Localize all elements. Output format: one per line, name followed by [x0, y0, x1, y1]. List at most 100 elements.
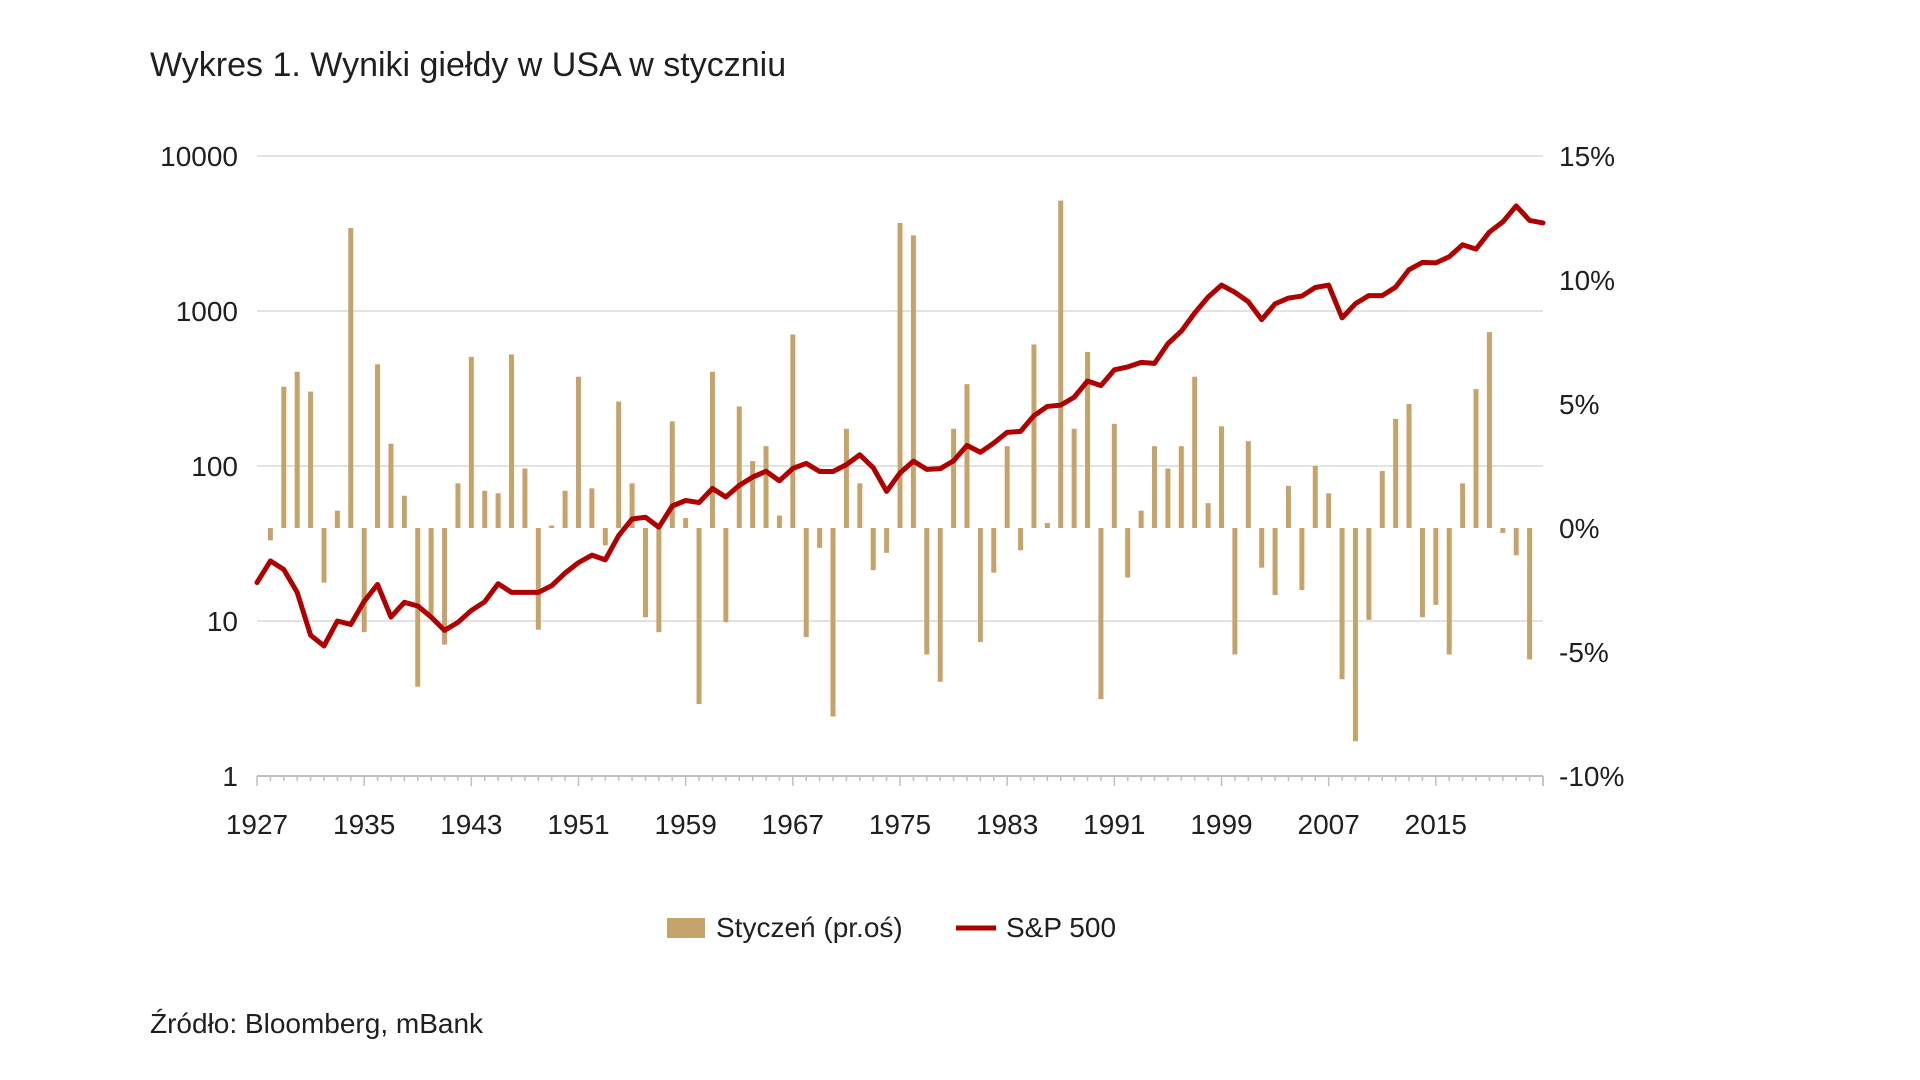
bar [1433, 528, 1439, 605]
bar [576, 376, 581, 528]
bar [897, 222, 903, 528]
bar [1232, 528, 1238, 655]
bar [482, 490, 488, 528]
y-left-tick-label: 100 [191, 451, 238, 482]
chart-title: Wykres 1. Wyniki giełdy w USA w styczniu [150, 46, 787, 84]
bar [1299, 528, 1305, 590]
bar [1125, 528, 1131, 578]
x-tick-label: 2015 [1405, 809, 1467, 840]
bar [709, 371, 715, 528]
bar [1259, 528, 1265, 568]
bar [951, 428, 957, 528]
bar [401, 495, 407, 528]
bar [1098, 528, 1104, 700]
bar [535, 528, 541, 630]
y-right-tick-label: 0% [1559, 513, 1599, 544]
sp500-line [254, 203, 1546, 649]
bar [1165, 468, 1171, 528]
x-tick-label: 1999 [1190, 809, 1252, 840]
bar [1031, 344, 1037, 528]
bar [1272, 528, 1278, 595]
bar [294, 371, 300, 528]
bar [817, 528, 823, 548]
y-left-tick-label: 1000 [176, 296, 238, 327]
x-tick-label: 1967 [762, 809, 824, 840]
line-series-sp500 [254, 203, 1546, 649]
bar [267, 528, 273, 541]
bar [991, 528, 997, 573]
bar [1178, 446, 1184, 528]
bar [468, 356, 474, 528]
y-left-tick-label: 1 [222, 761, 238, 792]
bar [495, 493, 501, 528]
bar [1339, 528, 1345, 680]
bar [1352, 528, 1358, 742]
x-tick-label: 1927 [226, 809, 288, 840]
bar [1004, 446, 1010, 528]
bar [589, 488, 595, 528]
bar [1138, 510, 1144, 528]
bar [602, 528, 608, 546]
bar [790, 334, 796, 528]
source-note: Źródło: Bloomberg, mBank [150, 1008, 484, 1039]
x-tick-label: 1991 [1083, 809, 1145, 840]
bar [1152, 446, 1158, 528]
y-right-tick-label: 10% [1559, 265, 1615, 296]
bar [348, 227, 354, 529]
bar [308, 391, 314, 528]
bar [1205, 503, 1211, 528]
bar [1393, 418, 1399, 528]
bar [334, 510, 340, 528]
bar [428, 528, 434, 615]
bar [1527, 528, 1533, 660]
y-right-tick-label: -10% [1559, 761, 1624, 792]
bar [509, 354, 515, 528]
bar [870, 528, 876, 571]
axes: 1 10 100 1000 10000 -10% -5% 0% 5% 10% 15% 1927 1935… [160, 141, 1624, 840]
bar [937, 528, 943, 682]
bar [1219, 426, 1224, 528]
legend-marker-january [667, 918, 705, 938]
bar [803, 528, 809, 638]
bar [1473, 389, 1479, 528]
bar [562, 490, 568, 528]
bar [1111, 423, 1117, 528]
bar [1058, 200, 1064, 528]
bar [843, 428, 849, 528]
bar [1500, 528, 1506, 533]
bar [1406, 404, 1412, 528]
bar [629, 483, 635, 528]
bar [388, 443, 394, 528]
bar [669, 421, 675, 528]
x-tick-label: 1943 [440, 809, 502, 840]
bar [977, 528, 983, 643]
bar [910, 235, 916, 529]
bar [321, 528, 327, 583]
bar [1486, 332, 1492, 528]
y-left-tick-label: 10 [207, 606, 238, 637]
bar [750, 461, 756, 528]
bar [776, 515, 782, 528]
bar [1446, 528, 1452, 655]
bar [964, 384, 970, 528]
bar [763, 446, 769, 528]
y-right-tick-label: -5% [1559, 637, 1609, 668]
legend-label-january: Styczeń (pr.oś) [716, 912, 903, 943]
bar [375, 364, 381, 528]
bar [442, 528, 448, 645]
bar [884, 528, 890, 553]
bar [1192, 376, 1198, 528]
bar [736, 406, 742, 528]
bar [549, 525, 555, 528]
bar [924, 528, 930, 655]
bar [1513, 528, 1519, 556]
bar [1085, 351, 1091, 528]
bar [1312, 466, 1318, 528]
legend: Styczeń (pr.oś) S&P 500 [667, 912, 1116, 943]
bar [723, 528, 729, 623]
bar [1326, 493, 1332, 528]
bar [1245, 441, 1251, 528]
x-tick-label: 2007 [1298, 809, 1360, 840]
bar [616, 401, 622, 528]
